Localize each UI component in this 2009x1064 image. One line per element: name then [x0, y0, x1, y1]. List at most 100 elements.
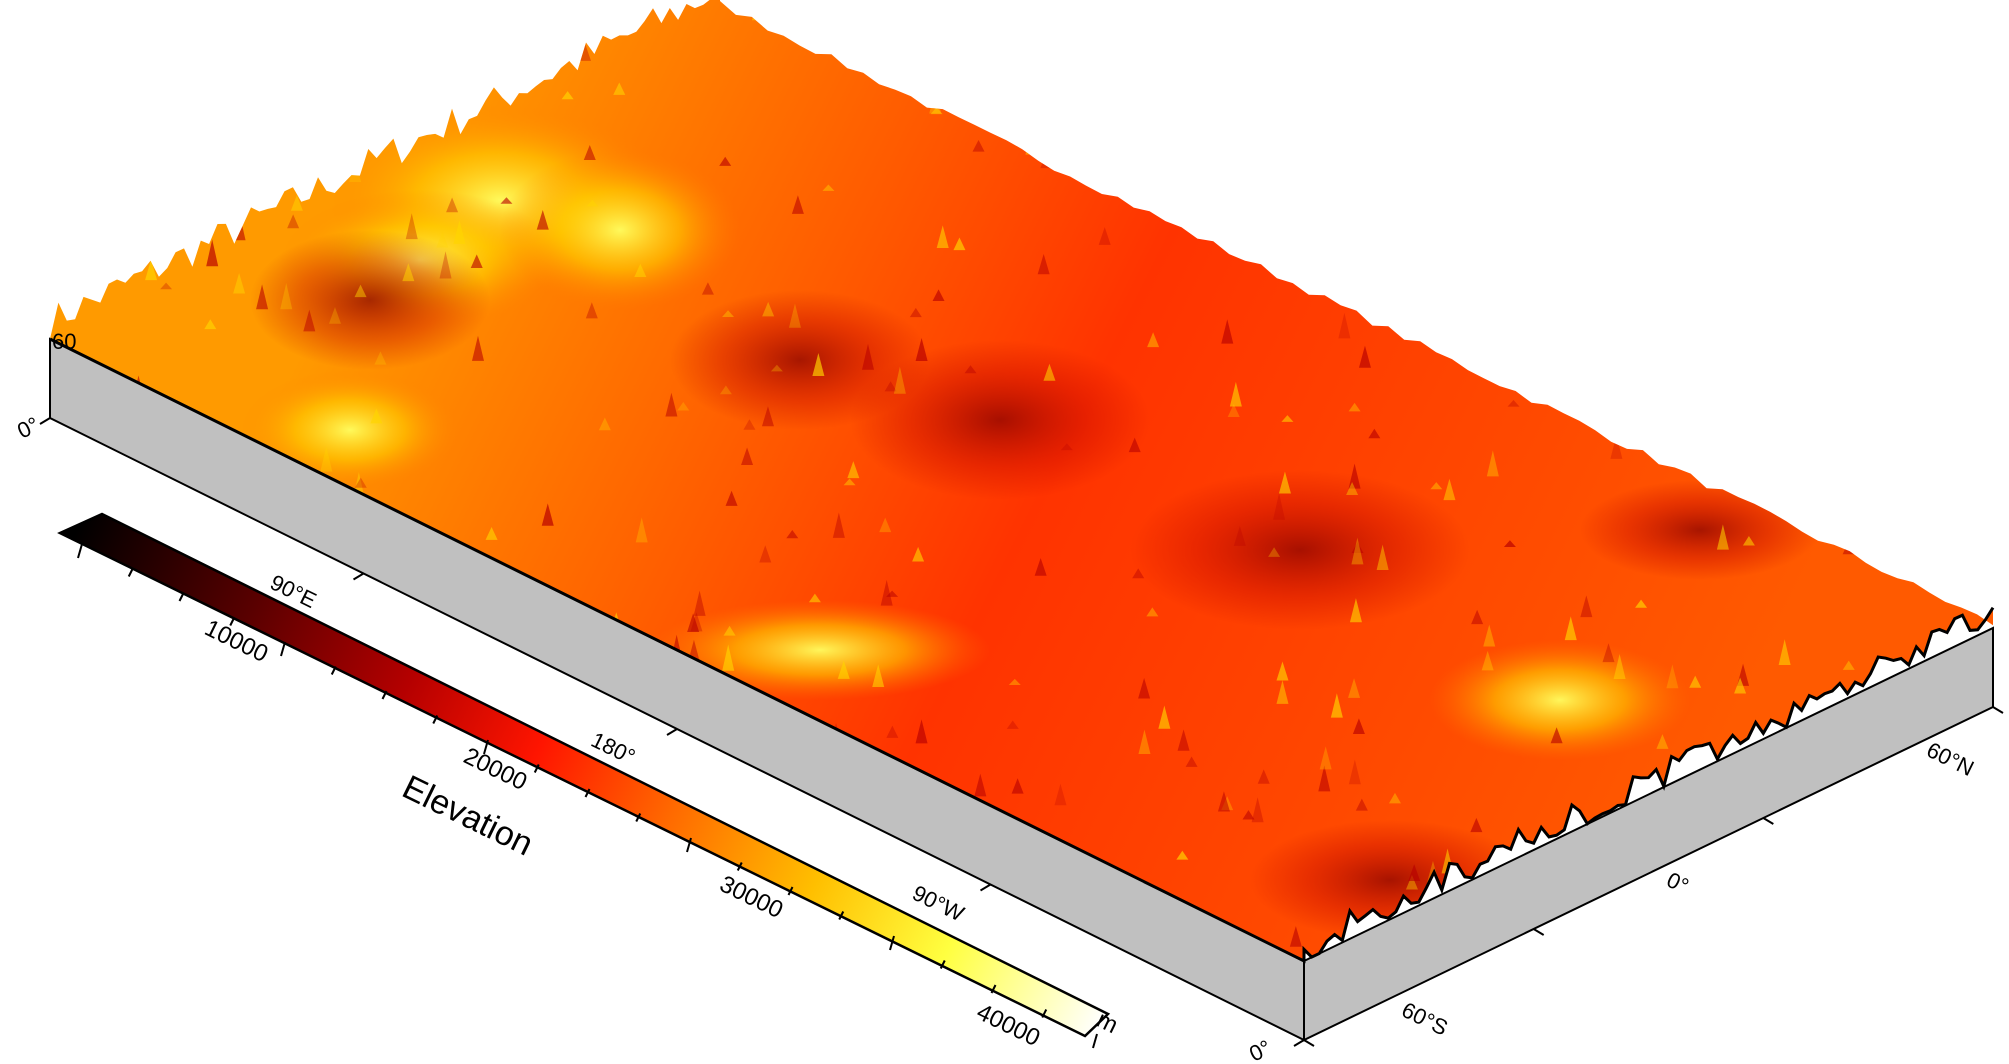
frame-tick — [1762, 817, 1774, 825]
terrain-peak — [1138, 729, 1151, 755]
terrain-peak — [1346, 482, 1359, 496]
terrain-peak — [1051, 49, 1064, 67]
terrain-peak — [839, 934, 852, 947]
terrain-peak — [1123, 4, 1136, 22]
terrain-peak — [144, 88, 157, 108]
lat-label-clipped: 60 — [52, 329, 76, 354]
terrain-peak — [1716, 524, 1729, 550]
colorbar-tick — [483, 739, 489, 755]
terrain-peak — [1408, 864, 1421, 881]
terrain-peak — [1351, 537, 1364, 565]
terrain-peak — [762, 301, 775, 317]
terrain-peak — [613, 82, 626, 95]
surface-blob — [250, 230, 490, 370]
terrain-peak — [217, 557, 230, 569]
frame-tick — [979, 883, 992, 892]
terrain-peak — [370, 408, 383, 424]
terrain-peak — [187, 601, 200, 618]
terrain-peak — [1778, 639, 1791, 665]
terrain-peak — [586, 199, 599, 207]
surface-blob — [850, 340, 1150, 500]
terrain-peak — [446, 197, 459, 213]
terrain-peak — [264, 546, 277, 564]
terrain-peak — [1797, 90, 1810, 114]
terrain-peak — [1842, 541, 1855, 555]
terrain-peak — [204, 319, 217, 330]
terrain-peak — [1736, 402, 1749, 415]
terrain-peak — [1643, 65, 1656, 85]
terrain-peak — [1545, 57, 1558, 79]
colorbar-ticks — [77, 543, 1098, 1049]
terrain-peak — [389, 33, 402, 48]
terrain-peak — [1848, 838, 1861, 862]
terrain-peak — [665, 392, 678, 417]
terrain-peak — [1352, 718, 1365, 735]
terrain-peak — [402, 263, 415, 282]
terrain-peak — [1273, 493, 1286, 520]
terrain-peak — [1388, 792, 1401, 804]
terrain-peak — [725, 490, 738, 506]
terrain-peak — [1827, 938, 1840, 959]
terrain-peak — [113, 693, 126, 711]
lat-label-60n: 60°N — [1923, 737, 1978, 781]
colorbar-tick — [77, 543, 83, 559]
terrain-peak — [1083, 119, 1096, 139]
terrain-peak — [879, 517, 892, 533]
terrain-peak — [1486, 450, 1499, 477]
terrain-peak — [1403, 229, 1416, 237]
terrain-peak — [461, 910, 474, 920]
terrain-peak — [1915, 459, 1928, 471]
frame-tick — [666, 728, 678, 736]
terrain-peak — [1689, 675, 1702, 688]
terrain-peak — [1922, 922, 1935, 947]
terrain-peak — [81, 894, 94, 916]
terrain-peak — [374, 351, 387, 365]
terrain-peak — [87, 37, 100, 59]
terrain-peak — [288, 692, 301, 706]
colorbar-tick — [178, 592, 185, 602]
terrain-peak — [255, 675, 268, 700]
frame-tick — [1533, 928, 1545, 936]
terrain-peak — [893, 366, 906, 394]
terrain-peak — [634, 263, 647, 277]
colorbar-tick — [533, 764, 540, 773]
terrain-peak — [315, 818, 328, 837]
terrain-peak — [160, 282, 173, 290]
terrain-peak — [73, 206, 86, 227]
terrain-peak — [1276, 680, 1289, 704]
terrain-peak — [1355, 798, 1368, 811]
terrain-peak — [722, 644, 735, 671]
terrain-peak — [1146, 607, 1159, 617]
terrain-peak — [405, 213, 418, 240]
terrain-peak — [1348, 463, 1361, 489]
terrain-peak — [1842, 660, 1855, 670]
terrain-peak — [1376, 544, 1389, 570]
terrain-peak — [915, 719, 928, 744]
terrain-peak — [741, 447, 754, 466]
terrain-peak — [233, 272, 246, 294]
terrain-peak — [124, 840, 137, 861]
terrain-peak — [1602, 14, 1615, 41]
terrain-peak — [1268, 547, 1281, 557]
terrain-peak — [880, 579, 893, 606]
terrain-peak — [770, 364, 783, 372]
terrain-peak — [891, 11, 904, 35]
terrain-peak — [129, 825, 142, 832]
terrain-peak — [541, 503, 554, 526]
terrain-peak — [972, 140, 985, 152]
terrain-peak — [1878, 922, 1891, 937]
terrain-peak — [656, 922, 669, 936]
terrain-peak — [471, 335, 484, 361]
terrain-peak — [453, 220, 466, 244]
terrain-peak — [1569, 267, 1582, 281]
terrain-peak — [1037, 253, 1050, 275]
terrain-peak — [1132, 7, 1145, 24]
terrain-peak — [1846, 92, 1859, 102]
terrain-peak — [1276, 661, 1289, 681]
terrain-peak — [1820, 13, 1833, 40]
colorbar-tick — [432, 715, 439, 724]
terrain-peak — [1618, 126, 1631, 144]
terrain-peak — [1564, 616, 1577, 641]
terrain-peak — [1229, 381, 1242, 407]
